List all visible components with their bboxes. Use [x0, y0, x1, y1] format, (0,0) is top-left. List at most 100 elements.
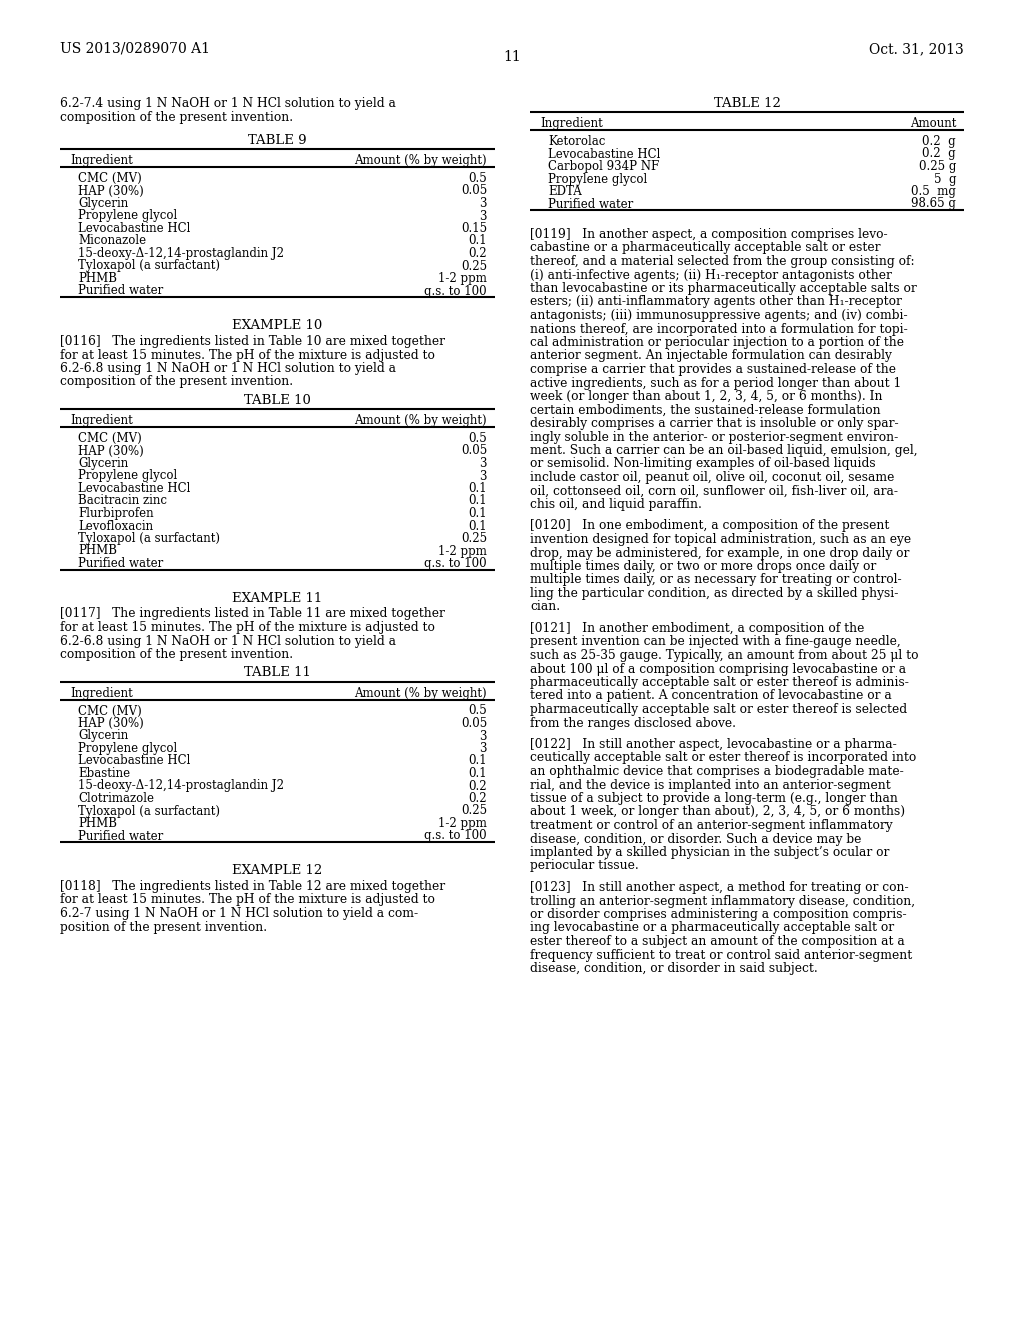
Text: 0.1: 0.1 — [468, 767, 487, 780]
Text: [0118]   The ingredients listed in Table 12 are mixed together: [0118] The ingredients listed in Table 1… — [60, 880, 445, 894]
Text: 3: 3 — [479, 210, 487, 223]
Text: 0.1: 0.1 — [468, 507, 487, 520]
Text: Ingredient: Ingredient — [70, 686, 133, 700]
Text: from the ranges disclosed above.: from the ranges disclosed above. — [530, 717, 736, 730]
Text: EDTA: EDTA — [548, 185, 582, 198]
Text: or disorder comprises administering a composition compris-: or disorder comprises administering a co… — [530, 908, 906, 921]
Text: about 1 week, or longer than about), 2, 3, 4, 5, or 6 months): about 1 week, or longer than about), 2, … — [530, 805, 905, 818]
Text: PHMB: PHMB — [78, 544, 117, 557]
Text: Ingredient: Ingredient — [70, 154, 133, 168]
Text: comprise a carrier that provides a sustained-release of the: comprise a carrier that provides a susta… — [530, 363, 896, 376]
Text: composition of the present invention.: composition of the present invention. — [60, 648, 293, 661]
Text: EXAMPLE 10: EXAMPLE 10 — [232, 319, 323, 333]
Text: Levofloxacin: Levofloxacin — [78, 520, 154, 532]
Text: CMC (MV): CMC (MV) — [78, 432, 141, 445]
Text: 1-2 ppm: 1-2 ppm — [438, 272, 487, 285]
Text: Miconazole: Miconazole — [78, 235, 146, 248]
Text: about 100 μl of a composition comprising levocabastine or a: about 100 μl of a composition comprising… — [530, 663, 906, 676]
Text: such as 25-35 gauge. Typically, an amount from about 25 μl to: such as 25-35 gauge. Typically, an amoun… — [530, 649, 919, 663]
Text: 3: 3 — [479, 730, 487, 742]
Text: 6.2-6.8 using 1 N NaOH or 1 N HCl solution to yield a: 6.2-6.8 using 1 N NaOH or 1 N HCl soluti… — [60, 635, 396, 648]
Text: 1-2 ppm: 1-2 ppm — [438, 544, 487, 557]
Text: 0.2: 0.2 — [468, 792, 487, 805]
Text: 1-2 ppm: 1-2 ppm — [438, 817, 487, 830]
Text: ester thereof to a subject an amount of the composition at a: ester thereof to a subject an amount of … — [530, 935, 905, 948]
Text: 0.1: 0.1 — [468, 495, 487, 507]
Text: pharmaceutically acceptable salt or ester thereof is selected: pharmaceutically acceptable salt or este… — [530, 704, 907, 715]
Text: Flurbiprofen: Flurbiprofen — [78, 507, 154, 520]
Text: 0.5: 0.5 — [468, 172, 487, 185]
Text: frequency sufficient to treat or control said anterior-segment: frequency sufficient to treat or control… — [530, 949, 912, 961]
Text: Levocabastine HCl: Levocabastine HCl — [78, 222, 190, 235]
Text: Ingredient: Ingredient — [540, 117, 603, 129]
Text: HAP (30%): HAP (30%) — [78, 445, 143, 458]
Text: tered into a patient. A concentration of levocabastine or a: tered into a patient. A concentration of… — [530, 689, 892, 702]
Text: week (or longer than about 1, 2, 3, 4, 5, or 6 months). In: week (or longer than about 1, 2, 3, 4, 5… — [530, 389, 883, 403]
Text: desirably comprises a carrier that is insoluble or only spar-: desirably comprises a carrier that is in… — [530, 417, 899, 430]
Text: 0.25: 0.25 — [461, 260, 487, 272]
Text: Purified water: Purified water — [548, 198, 633, 210]
Text: 0.5: 0.5 — [468, 705, 487, 718]
Text: 98.65 g: 98.65 g — [911, 198, 956, 210]
Text: [0120]   In one embodiment, a composition of the present: [0120] In one embodiment, a composition … — [530, 520, 890, 532]
Text: q.s. to 100: q.s. to 100 — [424, 557, 487, 570]
Text: 3: 3 — [479, 742, 487, 755]
Text: 0.2  g: 0.2 g — [923, 148, 956, 161]
Text: nations thereof, are incorporated into a formulation for topi-: nations thereof, are incorporated into a… — [530, 322, 907, 335]
Text: thereof, and a material selected from the group consisting of:: thereof, and a material selected from th… — [530, 255, 914, 268]
Text: 0.15: 0.15 — [461, 222, 487, 235]
Text: cian.: cian. — [530, 601, 560, 614]
Text: ling the particular condition, as directed by a skilled physi-: ling the particular condition, as direct… — [530, 587, 898, 601]
Text: multiple times daily, or as necessary for treating or control-: multiple times daily, or as necessary fo… — [530, 573, 901, 586]
Text: than levocabastine or its pharmaceutically acceptable salts or: than levocabastine or its pharmaceutical… — [530, 282, 916, 294]
Text: (i) anti-infective agents; (ii) H₁-receptor antagonists other: (i) anti-infective agents; (ii) H₁-recep… — [530, 268, 892, 281]
Text: pharmaceutically acceptable salt or ester thereof is adminis-: pharmaceutically acceptable salt or este… — [530, 676, 909, 689]
Text: [0122]   In still another aspect, levocabastine or a pharma-: [0122] In still another aspect, levocaba… — [530, 738, 897, 751]
Text: CMC (MV): CMC (MV) — [78, 172, 141, 185]
Text: composition of the present invention.: composition of the present invention. — [60, 111, 293, 124]
Text: Purified water: Purified water — [78, 557, 163, 570]
Text: 0.1: 0.1 — [468, 235, 487, 248]
Text: TABLE 11: TABLE 11 — [244, 667, 311, 680]
Text: Tyloxapol (a surfactant): Tyloxapol (a surfactant) — [78, 532, 220, 545]
Text: Glycerin: Glycerin — [78, 730, 128, 742]
Text: disease, condition, or disorder. Such a device may be: disease, condition, or disorder. Such a … — [530, 833, 861, 846]
Text: for at least 15 minutes. The pH of the mixture is adjusted to: for at least 15 minutes. The pH of the m… — [60, 894, 435, 907]
Text: cal administration or periocular injection to a portion of the: cal administration or periocular injecti… — [530, 337, 904, 348]
Text: [0117]   The ingredients listed in Table 11 are mixed together: [0117] The ingredients listed in Table 1… — [60, 607, 444, 620]
Text: 0.25: 0.25 — [461, 804, 487, 817]
Text: Ingredient: Ingredient — [70, 414, 133, 426]
Text: treatment or control of an anterior-segment inflammatory: treatment or control of an anterior-segm… — [530, 818, 893, 832]
Text: [0119]   In another aspect, a composition comprises levo-: [0119] In another aspect, a composition … — [530, 228, 888, 242]
Text: 0.05: 0.05 — [461, 185, 487, 198]
Text: 6.2-7.4 using 1 N NaOH or 1 N HCl solution to yield a: 6.2-7.4 using 1 N NaOH or 1 N HCl soluti… — [60, 96, 396, 110]
Text: Amount: Amount — [909, 117, 956, 129]
Text: 6.2-7 using 1 N NaOH or 1 N HCl solution to yield a com-: 6.2-7 using 1 N NaOH or 1 N HCl solution… — [60, 907, 418, 920]
Text: Glycerin: Glycerin — [78, 457, 128, 470]
Text: ing levocabastine or a pharmaceutically acceptable salt or: ing levocabastine or a pharmaceutically … — [530, 921, 894, 935]
Text: trolling an anterior-segment inflammatory disease, condition,: trolling an anterior-segment inflammator… — [530, 895, 915, 908]
Text: rial, and the device is implanted into an anterior-segment: rial, and the device is implanted into a… — [530, 779, 891, 792]
Text: Clotrimazole: Clotrimazole — [78, 792, 154, 805]
Text: present invention can be injected with a fine-gauge needle,: present invention can be injected with a… — [530, 635, 901, 648]
Text: include castor oil, peanut oil, olive oil, coconut oil, sesame: include castor oil, peanut oil, olive oi… — [530, 471, 894, 484]
Text: 15-deoxy-Δ-12,14-prostaglandin J2: 15-deoxy-Δ-12,14-prostaglandin J2 — [78, 247, 284, 260]
Text: 6.2-6.8 using 1 N NaOH or 1 N HCl solution to yield a: 6.2-6.8 using 1 N NaOH or 1 N HCl soluti… — [60, 362, 396, 375]
Text: chis oil, and liquid paraffin.: chis oil, and liquid paraffin. — [530, 498, 701, 511]
Text: ceutically acceptable salt or ester thereof is incorporated into: ceutically acceptable salt or ester ther… — [530, 751, 916, 764]
Text: 0.5: 0.5 — [468, 432, 487, 445]
Text: 3: 3 — [479, 457, 487, 470]
Text: [0121]   In another embodiment, a composition of the: [0121] In another embodiment, a composit… — [530, 622, 864, 635]
Text: 0.2: 0.2 — [468, 247, 487, 260]
Text: Purified water: Purified water — [78, 829, 163, 842]
Text: US 2013/0289070 A1: US 2013/0289070 A1 — [60, 42, 210, 55]
Text: 0.2: 0.2 — [468, 780, 487, 792]
Text: Propylene glycol: Propylene glycol — [78, 470, 177, 483]
Text: drop, may be administered, for example, in one drop daily or: drop, may be administered, for example, … — [530, 546, 909, 560]
Text: Carbopol 934P NF: Carbopol 934P NF — [548, 160, 659, 173]
Text: disease, condition, or disorder in said subject.: disease, condition, or disorder in said … — [530, 962, 818, 975]
Text: [0116]   The ingredients listed in Table 10 are mixed together: [0116] The ingredients listed in Table 1… — [60, 335, 445, 348]
Text: position of the present invention.: position of the present invention. — [60, 920, 267, 933]
Text: Glycerin: Glycerin — [78, 197, 128, 210]
Text: multiple times daily, or two or more drops once daily or: multiple times daily, or two or more dro… — [530, 560, 877, 573]
